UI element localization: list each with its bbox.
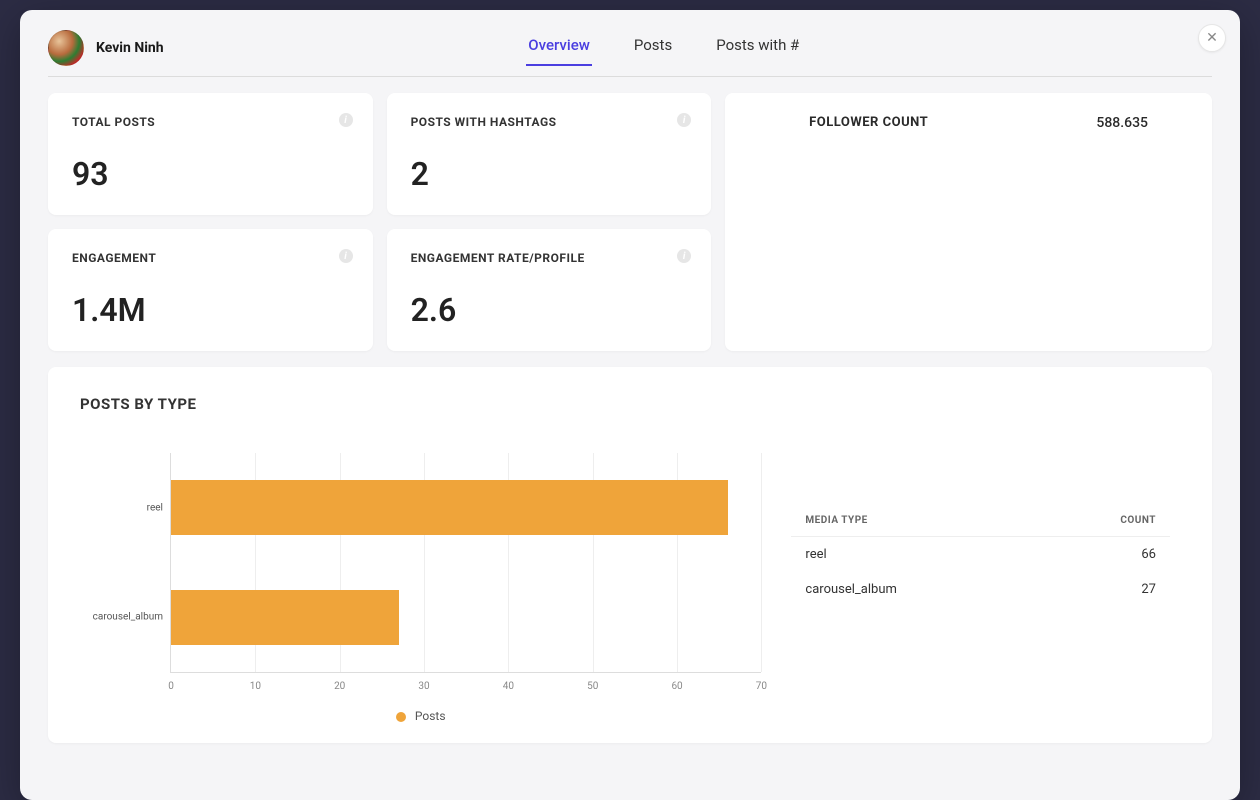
chart-y-label: reel (147, 502, 163, 513)
chart-x-tick: 40 (503, 681, 514, 692)
card-total-posts: i TOTAL POSTS 93 (48, 93, 373, 215)
tab-posts-with-hashtag[interactable]: Posts with # (714, 30, 801, 66)
tab-overview[interactable]: Overview (526, 30, 592, 66)
info-icon[interactable]: i (677, 113, 691, 127)
chart-bar (171, 480, 728, 535)
table-cell-count: 27 (1141, 582, 1156, 597)
chart-title: POSTS BY TYPE (80, 395, 761, 413)
chart-x-tick: 70 (756, 681, 767, 692)
info-icon[interactable]: i (677, 249, 691, 263)
chart-gridline (761, 453, 762, 672)
table-row: reel 66 (791, 537, 1170, 572)
card-posts-by-type: POSTS BY TYPE 0 10 20 30 40 50 60 70 reel carouse… (48, 367, 1212, 743)
profile-name: Kevin Ninh (96, 40, 164, 56)
card-title: TOTAL POSTS (72, 115, 349, 129)
table-cell-count: 66 (1141, 547, 1156, 562)
posts-by-type-table-wrap: MEDIA TYPE COUNT reel 66 carousel_album … (791, 395, 1180, 723)
card-follower-count: FOLLOWER COUNT 588.635 (725, 93, 1212, 351)
table-col-media-type: MEDIA TYPE (805, 515, 867, 526)
table-row: carousel_album 27 (791, 572, 1170, 607)
table-cell-media-type: carousel_album (805, 582, 896, 597)
overview-modal: ✕ Kevin Ninh Overview Posts Posts with #… (20, 10, 1240, 800)
modal-header: Kevin Ninh Overview Posts Posts with # (48, 30, 1212, 77)
tab-posts[interactable]: Posts (632, 30, 674, 66)
card-value: 1.4M (72, 291, 349, 329)
card-posts-with-hashtags: i POSTS WITH HASHTAGS 2 (387, 93, 712, 215)
chart-x-tick: 50 (587, 681, 598, 692)
tab-bar: Overview Posts Posts with # (164, 30, 1164, 66)
table-header: MEDIA TYPE COUNT (791, 505, 1170, 537)
info-icon[interactable]: i (339, 113, 353, 127)
card-title: ENGAGEMENT RATE/PROFILE (411, 251, 688, 265)
posts-by-type-chart: 010203040506070reelcarousel_album (170, 443, 761, 703)
close-icon: ✕ (1206, 30, 1218, 46)
avatar (48, 30, 84, 66)
table-col-count: COUNT (1120, 515, 1156, 526)
card-engagement: i ENGAGEMENT 1.4M (48, 229, 373, 351)
stats-grid: i TOTAL POSTS 93 i POSTS WITH HASHTAGS 2… (48, 93, 1212, 351)
legend-label: Posts (415, 709, 446, 723)
card-engagement-rate: i ENGAGEMENT RATE/PROFILE 2.6 (387, 229, 712, 351)
card-title: ENGAGEMENT (72, 251, 349, 265)
chart-x-tick: 10 (250, 681, 261, 692)
chart-legend: Posts (80, 709, 761, 723)
posts-by-type-table: MEDIA TYPE COUNT reel 66 carousel_album … (791, 505, 1170, 607)
info-icon[interactable]: i (339, 249, 353, 263)
legend-swatch (396, 712, 406, 722)
follower-count-value: 588.635 (1096, 115, 1148, 131)
card-value: 93 (72, 155, 349, 193)
card-title: POSTS WITH HASHTAGS (411, 115, 688, 129)
chart-x-tick: 60 (671, 681, 682, 692)
chart-x-tick: 0 (168, 681, 174, 692)
card-value: 2.6 (411, 291, 688, 329)
card-value: 2 (411, 155, 688, 193)
chart-bar (171, 590, 399, 645)
close-button[interactable]: ✕ (1198, 24, 1226, 52)
chart-x-tick: 20 (334, 681, 345, 692)
chart-y-label: carousel_album (93, 612, 163, 623)
table-cell-media-type: reel (805, 547, 826, 562)
follower-count-label: FOLLOWER COUNT (809, 115, 928, 131)
chart-x-tick: 30 (418, 681, 429, 692)
